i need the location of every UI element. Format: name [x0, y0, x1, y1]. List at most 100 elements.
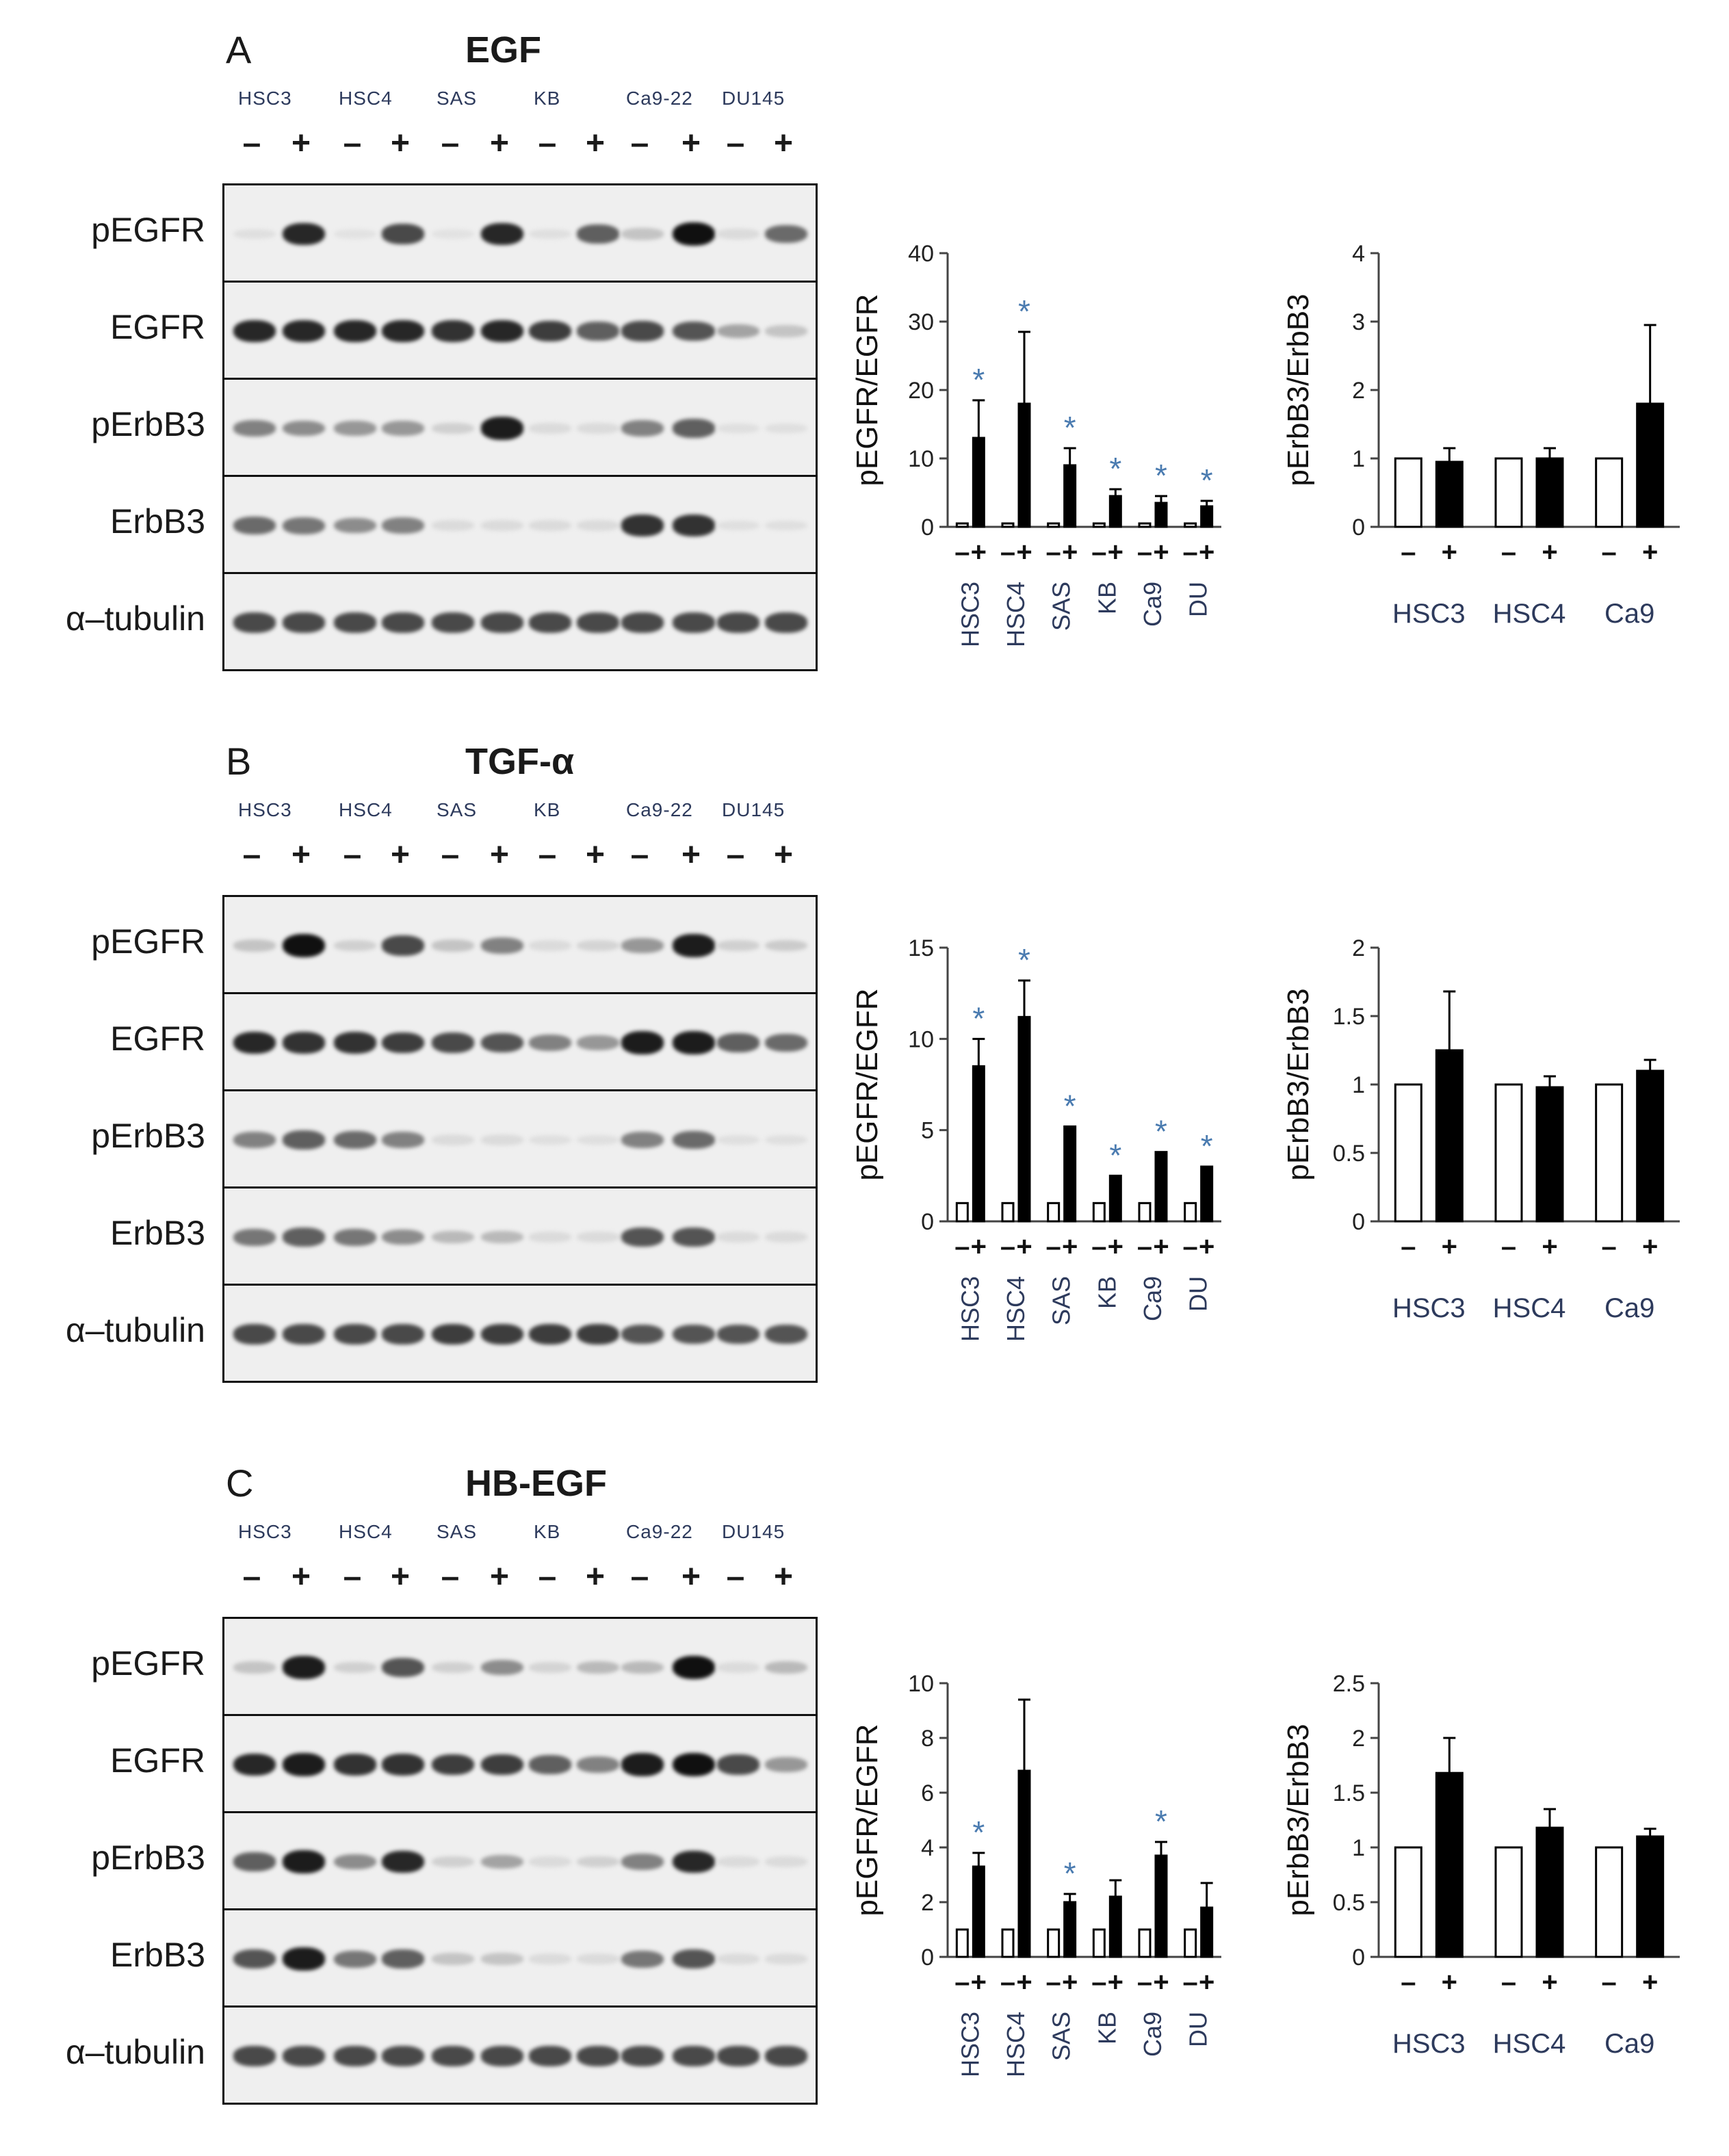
- blot-band: [577, 1953, 619, 1964]
- x-sign-label: +: [1442, 1967, 1457, 1997]
- x-category-label: KB: [1093, 2012, 1121, 2044]
- x-category-label: Ca9: [1139, 1276, 1167, 1321]
- y-tick-label: 0: [921, 1209, 934, 1235]
- x-sign-label: +: [1542, 1232, 1557, 1262]
- blot-band: [334, 2046, 376, 2066]
- blot-band: [432, 422, 474, 434]
- blot-band: [233, 420, 276, 437]
- blot-band: [283, 2046, 325, 2066]
- blot-band: [577, 1323, 619, 1345]
- treatment-sign: +: [291, 837, 311, 873]
- treatment-sign: –: [343, 837, 362, 873]
- treated-bar: [972, 1065, 985, 1223]
- blot-band: [233, 1228, 276, 1246]
- x-sign-label: +: [1108, 1232, 1123, 1262]
- treated-bar: [1154, 1854, 1168, 1958]
- panel-b: B TGF-α HSC3 HSC4 SAS KB Ca9-22 DU145– + – + – + – + – +…: [0, 725, 1729, 1430]
- blot-band: [673, 1130, 715, 1150]
- blot-band: [717, 2046, 759, 2066]
- x-sign-label: –: [1091, 537, 1106, 567]
- blot-band: [717, 229, 759, 239]
- control-bar: [1184, 1928, 1197, 1958]
- x-category-label: HSC3: [1392, 2029, 1466, 2059]
- panel-title: EGF: [465, 29, 542, 70]
- blot-band: [621, 1661, 664, 1674]
- y-tick-label: 6: [921, 1780, 934, 1806]
- treated-bar: [1535, 1826, 1564, 1958]
- panel-letter: B: [226, 740, 252, 783]
- treated-bar: [1435, 1049, 1464, 1223]
- treatment-sign: +: [773, 125, 794, 161]
- cell-line-label: HSC3: [238, 799, 292, 820]
- blot-band: [765, 423, 807, 434]
- blot-band: [673, 1324, 715, 1345]
- blot-band: [283, 1753, 325, 1776]
- blot-band: [233, 2046, 276, 2066]
- treatment-sign: –: [538, 125, 557, 161]
- x-sign-label: +: [1108, 537, 1123, 567]
- x-category-label: SAS: [1048, 582, 1076, 631]
- x-sign-label: +: [1016, 1232, 1032, 1262]
- x-sign-label: –: [1401, 1967, 1416, 1997]
- blot-strip: [222, 572, 818, 671]
- blot-band: [283, 1324, 325, 1345]
- cell-line-label: DU145: [722, 1521, 785, 1542]
- blot-band: [577, 224, 619, 244]
- x-sign-label: +: [1062, 537, 1078, 567]
- control-bar: [1138, 1928, 1152, 1958]
- y-tick-label: 1: [1352, 1835, 1365, 1861]
- panel-a: A EGF HSC3 HSC4 SAS KB Ca9-22 DU145– + – + – + – + – + – +…: [0, 14, 1729, 718]
- blot-band: [432, 1856, 474, 1868]
- blot-band: [717, 324, 759, 339]
- blot-band: [717, 1856, 759, 1867]
- blot-band: [765, 1134, 807, 1145]
- treated-bar: [1108, 495, 1122, 528]
- significance-star: *: [972, 1815, 985, 1850]
- blot-band: [717, 1662, 759, 1673]
- blot-band: [577, 1232, 619, 1243]
- protein-label: EGFR: [110, 1741, 205, 1780]
- blot-band: [529, 1662, 571, 1673]
- blot-band: [673, 1031, 715, 1054]
- blot-band: [621, 1132, 664, 1148]
- x-sign-label: –: [1137, 1232, 1152, 1262]
- y-tick-label: 0: [1352, 1209, 1365, 1235]
- x-sign-label: –: [954, 1967, 970, 1997]
- treatment-sign: +: [291, 125, 311, 161]
- cell-line-label: KB: [534, 1521, 561, 1542]
- blot-band: [673, 1850, 715, 1873]
- control-bar: [1092, 1928, 1106, 1958]
- x-category-label: Ca9: [1139, 582, 1167, 627]
- y-tick-label: 3: [1352, 309, 1365, 335]
- blot-band: [233, 1753, 276, 1776]
- treatment-sign: –: [726, 1559, 745, 1595]
- blot-band: [382, 421, 424, 436]
- blot-band: [481, 417, 523, 440]
- blot-band: [432, 612, 474, 633]
- protein-label: ErbB3: [110, 1936, 205, 1974]
- y-tick-label: 1: [1352, 446, 1365, 472]
- x-sign-label: –: [1137, 1967, 1152, 1997]
- y-tick-label: 0: [1352, 1945, 1365, 1971]
- x-sign-label: +: [1199, 537, 1214, 567]
- blot-band: [382, 1132, 424, 1148]
- significance-star: *: [1109, 451, 1121, 486]
- control-bar: [1001, 1928, 1015, 1958]
- control-bar: [1394, 1083, 1422, 1223]
- x-category-label: HSC3: [956, 2012, 984, 2077]
- x-category-label: Ca9: [1604, 599, 1654, 629]
- protein-label: pEGFR: [91, 922, 205, 961]
- treated-bar: [1063, 464, 1077, 528]
- treatment-sign: +: [489, 125, 510, 161]
- blot-band: [673, 934, 715, 957]
- y-tick-label: 0.5: [1333, 1890, 1365, 1916]
- x-sign-label: –: [1091, 1232, 1106, 1262]
- blot-band: [432, 939, 474, 952]
- blot-band: [621, 228, 664, 240]
- blot-band: [283, 420, 325, 437]
- treatment-sign: –: [726, 125, 745, 161]
- y-tick-label: 40: [908, 241, 934, 267]
- blot-band: [765, 612, 807, 633]
- treatment-sign: –: [630, 1559, 649, 1595]
- treatment-sign: +: [291, 1559, 311, 1595]
